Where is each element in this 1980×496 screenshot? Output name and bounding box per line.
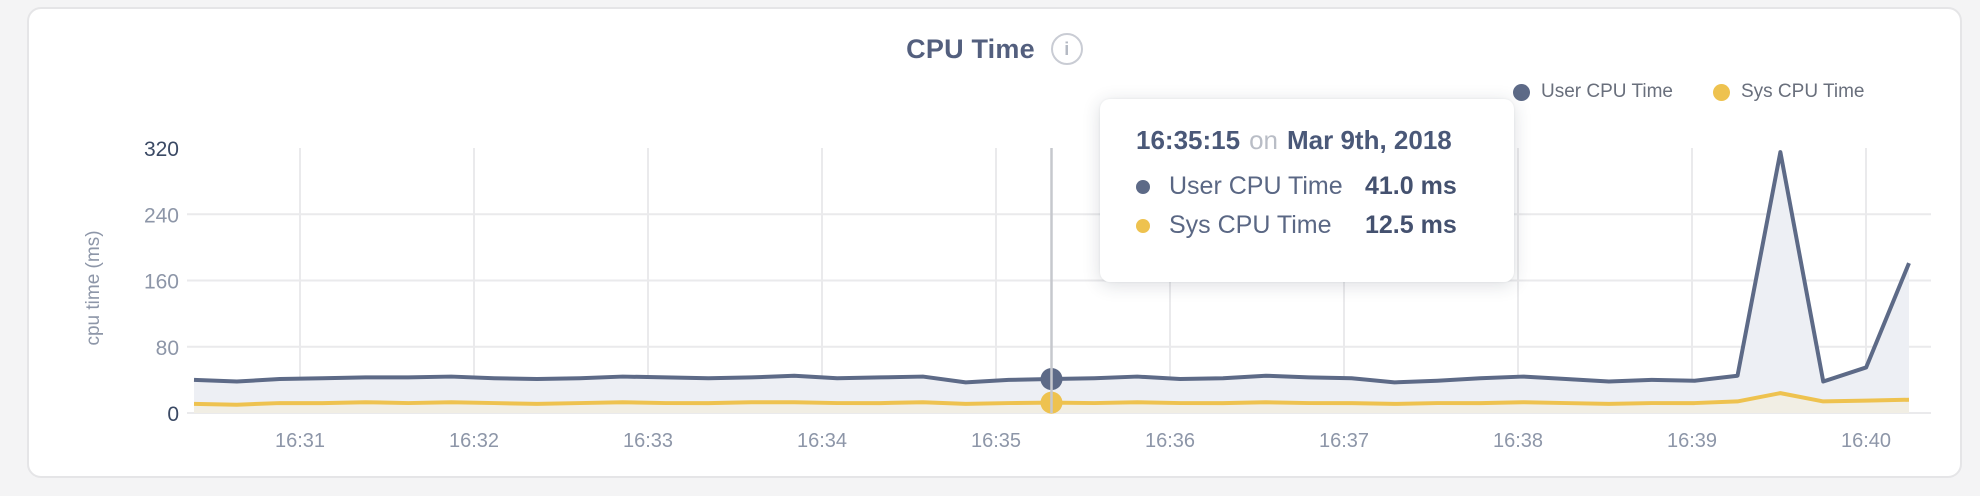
cpu-time-chart[interactable]: 16:31 16:32 16:33 16:34 16:35 16:36 16:37 16:38… xyxy=(29,9,1980,496)
x-tick-label: 16:38 xyxy=(1493,430,1543,452)
y-tick-label: 240 xyxy=(144,204,179,227)
x-tick-label: 16:37 xyxy=(1319,430,1369,452)
tooltip-date: Mar 9th, 2018 xyxy=(1287,125,1452,155)
x-tick-label: 16:36 xyxy=(1145,430,1195,452)
tooltip-series-label: User CPU Time xyxy=(1169,172,1343,200)
y-axis-title: cpu time (ms) xyxy=(83,230,104,345)
tooltip-series-value: 41.0 ms xyxy=(1365,172,1457,200)
legend: User CPU Time Sys CPU Time xyxy=(1513,81,1865,103)
legend-item-user-cpu-time[interactable]: User CPU Time xyxy=(1513,81,1673,103)
x-tick-label: 16:40 xyxy=(1841,430,1891,452)
x-tick-label: 16:32 xyxy=(449,430,499,452)
y-tick-label: 0 xyxy=(167,403,179,426)
legend-label: Sys CPU Time xyxy=(1740,81,1865,102)
info-icon[interactable]: i xyxy=(1050,33,1083,65)
tooltip-series-value: 12.5 ms xyxy=(1365,211,1457,239)
legend-label: User CPU Time xyxy=(1541,81,1673,102)
tooltip-row-sys: Sys CPU Time 12.5 ms xyxy=(1136,211,1484,240)
y-tick-label: 80 xyxy=(156,337,179,360)
x-tick-label: 16:34 xyxy=(797,430,847,452)
chart-title: CPU Time xyxy=(906,33,1035,64)
sys-series-dot-icon xyxy=(1712,83,1730,101)
user-series-dot-icon xyxy=(1136,179,1150,194)
chart-header: CPU Time i xyxy=(29,33,1960,65)
x-tick-label: 16:33 xyxy=(623,430,673,452)
tooltip-row-user: User CPU Time 41.0 ms xyxy=(1136,172,1484,201)
y-tick-label: 320 xyxy=(144,138,179,161)
chart-card: 16:31 16:32 16:33 16:34 16:35 16:36 16:37 16:38… xyxy=(27,7,1962,478)
x-tick-label: 16:35 xyxy=(971,430,1021,452)
x-tick-label: 16:31 xyxy=(275,430,325,452)
user-series-dot-icon xyxy=(1513,83,1530,101)
tooltip-series-label: Sys CPU Time xyxy=(1169,211,1332,239)
sys-series-dot-icon xyxy=(1136,218,1150,233)
chart-tooltip: 16:35:15 on Mar 9th, 2018 User CPU Time … xyxy=(1100,99,1514,282)
tooltip-time: 16:35:15 xyxy=(1136,125,1241,155)
tooltip-header: 16:35:15 on Mar 9th, 2018 xyxy=(1136,125,1484,156)
info-icon-glyph: i xyxy=(1064,39,1070,59)
y-tick-label: 160 xyxy=(144,271,179,294)
user-cpu-area xyxy=(194,152,1909,413)
tooltip-connector: on xyxy=(1249,125,1278,155)
x-tick-label: 16:39 xyxy=(1667,430,1717,452)
legend-item-sys-cpu-time[interactable]: Sys CPU Time xyxy=(1712,81,1865,103)
